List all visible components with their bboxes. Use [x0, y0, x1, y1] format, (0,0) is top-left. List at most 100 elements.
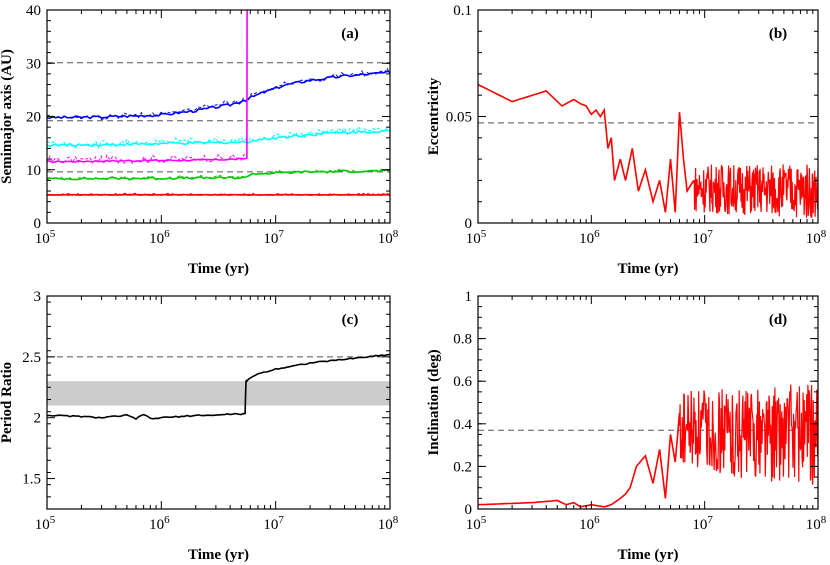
x-tick-label: 108	[378, 514, 399, 533]
x-axis-label: Time (yr)	[618, 261, 679, 277]
panel-tag: (a)	[341, 26, 359, 42]
y-axis-label: Period Ratio	[0, 362, 15, 443]
y-tick-label: 0.1	[453, 3, 472, 19]
x-tick-base: 10	[263, 517, 278, 533]
series-line-0	[478, 413, 681, 508]
series-band-1	[678, 384, 818, 485]
x-tick-base: 10	[149, 231, 164, 247]
x-tick-label: 106	[579, 514, 600, 533]
y-tick-label: 10	[26, 163, 41, 179]
series-line-3	[47, 169, 390, 181]
x-tick-exponent: 6	[594, 514, 600, 526]
axes-frame	[46, 295, 391, 510]
series-line-0	[478, 83, 695, 213]
plot-area	[478, 83, 818, 219]
x-tick-label: 105	[466, 228, 487, 247]
y-axis-label: Eccentricity	[426, 77, 442, 155]
y-tick-label: 2	[34, 411, 42, 427]
x-tick-label: 107	[692, 228, 713, 247]
x-tick-label: 106	[579, 228, 600, 247]
series-dashed-4	[47, 192, 390, 197]
x-tick-exponent: 5	[481, 514, 487, 526]
x-tick-base: 10	[35, 231, 50, 247]
plot-area	[47, 10, 390, 197]
series-dashed-0	[47, 67, 390, 120]
x-tick-exponent: 7	[278, 514, 284, 526]
x-tick-base: 10	[579, 517, 594, 533]
y-axis-label: Semimajor axis (AU)	[0, 49, 15, 184]
y-tick-label: 30	[26, 56, 41, 72]
y-tick-label: 0	[465, 502, 473, 518]
x-tick-label: 105	[35, 514, 56, 533]
x-tick-base: 10	[466, 517, 481, 533]
series-dashed-1	[47, 125, 390, 149]
x-tick-base: 10	[149, 517, 164, 533]
y-tick-label: 2.5	[22, 350, 41, 366]
series-dashed-3	[47, 168, 390, 181]
x-tick-exponent: 8	[393, 514, 399, 526]
x-tick-exponent: 5	[50, 514, 56, 526]
x-tick-exponent: 8	[393, 228, 399, 240]
x-tick-label: 107	[263, 514, 284, 533]
x-tick-base: 10	[35, 517, 50, 533]
x-tick-label: 107	[692, 514, 713, 533]
x-tick-base: 10	[806, 231, 821, 247]
panel-tag: (c)	[342, 312, 359, 328]
series-line-2	[47, 10, 248, 164]
y-tick-label: 1	[465, 289, 473, 305]
y-tick-label: 20	[26, 110, 41, 126]
series-line-0	[47, 353, 390, 421]
x-tick-exponent: 8	[821, 228, 827, 240]
x-tick-exponent: 7	[278, 228, 284, 240]
x-tick-exponent: 6	[164, 514, 170, 526]
x-tick-exponent: 6	[164, 228, 170, 240]
x-tick-exponent: 7	[707, 228, 713, 240]
y-tick-label: 0.8	[453, 332, 472, 348]
x-axis-label: Time (yr)	[188, 261, 249, 277]
series-line-0	[47, 70, 390, 120]
y-axis-label: Inclination (deg)	[426, 349, 442, 455]
panel-tag: (d)	[769, 312, 787, 328]
x-tick-exponent: 8	[821, 514, 827, 526]
x-tick-base: 10	[378, 517, 393, 533]
x-tick-exponent: 6	[594, 228, 600, 240]
x-tick-base: 10	[466, 231, 481, 247]
x-tick-base: 10	[692, 517, 707, 533]
x-tick-label: 108	[806, 228, 827, 247]
x-tick-label: 108	[378, 228, 399, 247]
x-tick-exponent: 5	[481, 228, 487, 240]
y-tick-label: 0.6	[453, 374, 472, 390]
x-tick-label: 105	[35, 228, 56, 247]
series-line-1	[47, 129, 390, 148]
shaded-band	[47, 381, 390, 406]
series-dashed-2	[47, 10, 248, 166]
x-tick-base: 10	[692, 231, 707, 247]
plot-area	[47, 353, 390, 421]
y-tick-label: 0	[465, 216, 473, 232]
panel-tag: (b)	[769, 26, 787, 42]
x-tick-exponent: 5	[50, 228, 56, 240]
x-tick-base: 10	[263, 231, 278, 247]
y-tick-label: 0.05	[446, 110, 472, 126]
x-tick-label: 105	[466, 514, 487, 533]
plot-area	[478, 384, 818, 508]
x-tick-base: 10	[806, 517, 821, 533]
x-tick-label: 108	[806, 514, 827, 533]
x-tick-label: 106	[149, 514, 170, 533]
series-band-1	[693, 164, 818, 219]
y-tick-label: 0.2	[453, 459, 472, 475]
y-tick-label: 40	[26, 3, 41, 19]
y-tick-label: 1.5	[22, 472, 41, 488]
x-tick-base: 10	[579, 231, 594, 247]
y-tick-label: 3	[34, 289, 42, 305]
y-tick-label: 0	[34, 216, 42, 232]
x-axis-label: Time (yr)	[618, 547, 679, 563]
x-axis-label: Time (yr)	[188, 547, 249, 563]
x-tick-label: 107	[263, 228, 284, 247]
x-tick-base: 10	[378, 231, 393, 247]
